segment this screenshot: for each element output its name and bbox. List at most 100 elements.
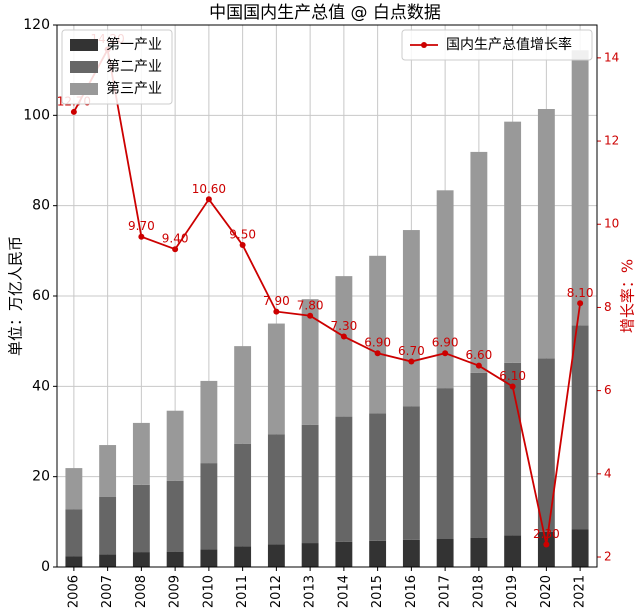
line-marker <box>307 312 314 319</box>
legend-label: 第三产业 <box>106 80 162 97</box>
bar-segment <box>369 413 387 541</box>
data-label: 6.10 <box>499 369 526 383</box>
data-label: 6.90 <box>432 336 459 350</box>
line-marker <box>340 333 347 340</box>
bar-segment <box>99 554 117 567</box>
data-label: 7.80 <box>297 298 324 312</box>
data-label: 10.60 <box>192 182 226 196</box>
bar-segment <box>335 276 353 417</box>
legend-swatch <box>70 39 98 51</box>
y-axis-label: 单位：万亿人民币 <box>7 236 25 356</box>
line-marker <box>577 300 584 307</box>
legend-label: 第二产业 <box>106 58 162 75</box>
line-marker <box>239 242 246 249</box>
x-tick-label: 2020 <box>539 575 554 608</box>
bar-segment <box>65 556 83 567</box>
y2-tick-label: 10 <box>604 217 619 231</box>
bar-segment <box>301 424 319 544</box>
bar-segment <box>470 537 488 567</box>
line-marker <box>273 308 280 315</box>
y-tick-label: 60 <box>32 288 50 304</box>
bar-segment <box>504 535 522 567</box>
bar-segment <box>200 549 218 567</box>
y-tick-label: 100 <box>23 107 50 123</box>
line-marker <box>442 350 449 357</box>
x-tick-label: 2007 <box>100 575 115 608</box>
x-tick-label: 2006 <box>66 575 81 608</box>
x-tick-label: 2017 <box>438 575 453 608</box>
bar-segment <box>571 325 589 530</box>
legend-label: 国内生产总值增长率 <box>446 36 572 53</box>
line-marker <box>408 358 415 365</box>
y2-tick-label: 14 <box>604 50 619 64</box>
bar-segment <box>470 372 488 538</box>
x-tick-label: 2013 <box>303 575 318 608</box>
line-marker <box>543 541 550 548</box>
line-marker <box>509 383 516 390</box>
y-tick-label: 40 <box>32 378 50 394</box>
data-label: 6.60 <box>466 348 493 362</box>
bar-segment <box>267 434 285 545</box>
bar-segment <box>335 416 353 542</box>
bar-segment <box>132 552 150 567</box>
y-tick-label: 0 <box>41 559 50 575</box>
bar-segment <box>402 406 420 540</box>
x-tick-label: 2015 <box>370 575 385 608</box>
x-tick-label: 2019 <box>505 575 520 608</box>
x-tick-label: 2014 <box>336 575 351 608</box>
data-label: 2.30 <box>533 527 560 541</box>
y-tick-label: 80 <box>32 198 50 214</box>
bar-segment <box>65 509 83 557</box>
line-marker <box>70 108 77 115</box>
data-label: 8.10 <box>567 286 594 300</box>
data-label: 6.70 <box>398 344 425 358</box>
data-label: 9.50 <box>229 228 256 242</box>
bar-segment <box>402 230 420 407</box>
y2-tick-label: 8 <box>604 300 612 314</box>
bar-segment <box>200 380 218 464</box>
bar-segment <box>369 255 387 414</box>
bar-segment <box>504 121 522 363</box>
bar-segment <box>301 543 319 567</box>
bar-segment <box>132 484 150 553</box>
bar-segment <box>132 422 150 485</box>
x-tick-label: 2009 <box>168 575 183 608</box>
bar-segment <box>436 190 454 389</box>
y2-tick-label: 4 <box>604 466 612 480</box>
y2-tick-label: 6 <box>604 383 612 397</box>
line-marker <box>374 350 381 357</box>
x-tick-label: 2008 <box>134 575 149 608</box>
bar-segment <box>301 299 319 425</box>
x-tick-label: 2012 <box>269 575 284 608</box>
x-tick-label: 2016 <box>404 575 419 608</box>
bar-segment <box>436 388 454 539</box>
y2-tick-label: 2 <box>604 550 612 564</box>
bar-segment <box>537 531 555 567</box>
bar-segment <box>335 541 353 567</box>
bar-segment <box>537 358 555 532</box>
y-tick-label: 20 <box>32 469 50 485</box>
bar-segment <box>267 323 285 435</box>
data-label: 7.90 <box>263 294 290 308</box>
x-tick-label: 2010 <box>201 575 216 608</box>
bar-segment <box>537 109 555 359</box>
y-tick-label: 120 <box>23 17 50 33</box>
legend-label: 第一产业 <box>106 36 162 53</box>
bar-segment <box>436 538 454 567</box>
legend-marker <box>421 42 427 48</box>
bar-segment <box>470 151 488 373</box>
line <box>73 46 582 545</box>
x-tick-label: 2018 <box>471 575 486 608</box>
bar-segment <box>65 468 83 510</box>
bar-segment <box>267 544 285 567</box>
data-label: 6.90 <box>364 336 391 350</box>
bar-segment <box>166 480 184 552</box>
bar-segment <box>402 539 420 567</box>
bar-segment <box>234 546 252 567</box>
data-label: 7.30 <box>331 319 358 333</box>
bar-segment <box>166 551 184 567</box>
bar-segment <box>200 463 218 550</box>
x-tick-label: 2021 <box>573 575 588 608</box>
data-label: 9.40 <box>162 232 189 246</box>
